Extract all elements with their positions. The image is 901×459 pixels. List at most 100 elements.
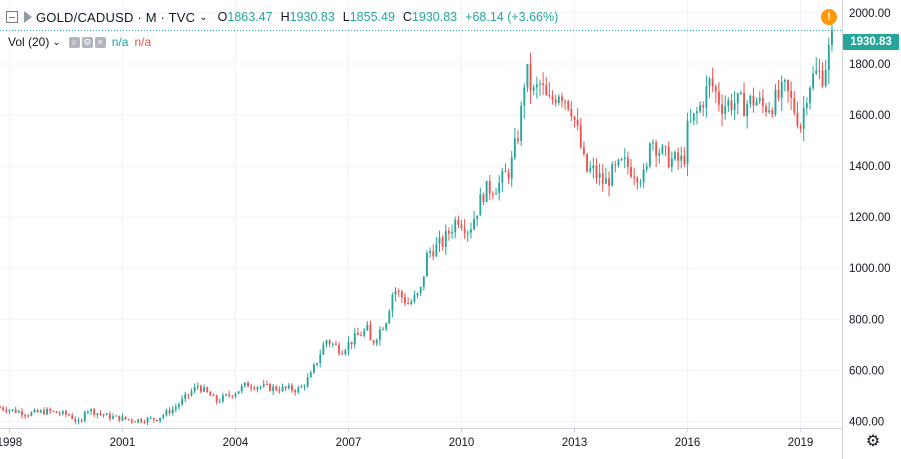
candle-body-145 bbox=[454, 219, 457, 233]
candle-body-0 bbox=[0, 407, 1, 409]
candle-body-151 bbox=[473, 218, 475, 230]
candle-body-238 bbox=[746, 104, 749, 117]
candle-body-176 bbox=[551, 96, 554, 100]
candle-body-114 bbox=[356, 333, 359, 336]
candle-body-71 bbox=[221, 395, 224, 402]
candle-body-169 bbox=[529, 64, 532, 91]
candle-body-204 bbox=[639, 182, 642, 184]
x-tick-label-4: 2010 bbox=[449, 437, 475, 449]
candle-body-74 bbox=[231, 395, 234, 397]
candle-body-5 bbox=[14, 409, 17, 413]
candle-body-59 bbox=[184, 394, 187, 399]
candle-body-218 bbox=[683, 155, 686, 165]
symbol-flag-icon bbox=[24, 11, 32, 23]
candle-body-245 bbox=[768, 110, 771, 113]
candle-body-264 bbox=[827, 44, 830, 71]
candle-body-143 bbox=[447, 230, 450, 234]
candle-body-194 bbox=[608, 178, 610, 186]
candle-body-150 bbox=[469, 229, 472, 233]
x-tick-label-0: 1998 bbox=[0, 437, 22, 449]
candle-body-225 bbox=[705, 86, 708, 108]
candle-body-119 bbox=[372, 340, 375, 344]
candle-body-109 bbox=[341, 353, 344, 355]
x-tick-label-2: 2004 bbox=[223, 437, 249, 449]
candle-body-13 bbox=[39, 410, 42, 413]
candle-body-9 bbox=[27, 415, 30, 417]
low-label: L bbox=[342, 10, 350, 24]
candle-body-260 bbox=[815, 70, 818, 74]
candle-body-196 bbox=[614, 164, 617, 166]
close-value: 1930.83 bbox=[411, 10, 458, 24]
candle-body-19 bbox=[58, 413, 61, 415]
candle-body-81 bbox=[253, 387, 256, 390]
x-tick-label-5: 2013 bbox=[562, 437, 588, 449]
candle-body-199 bbox=[623, 157, 626, 160]
candle-body-171 bbox=[535, 84, 538, 88]
open-label: O bbox=[217, 10, 228, 24]
candle-body-224 bbox=[702, 105, 705, 108]
candle-body-15 bbox=[46, 408, 49, 415]
candle-body-207 bbox=[648, 143, 651, 167]
close-icon[interactable]: × bbox=[94, 36, 106, 48]
warning-icon[interactable]: ! bbox=[821, 9, 837, 25]
y-tick-label-2: 1600.00 bbox=[849, 110, 891, 122]
candle-body-221 bbox=[692, 113, 695, 121]
last-price-label: 1930.83 bbox=[843, 34, 899, 50]
candle-body-39 bbox=[121, 416, 124, 421]
candle-body-259 bbox=[812, 73, 815, 88]
candle-body-128 bbox=[400, 291, 403, 298]
volume-label[interactable]: Vol (20) bbox=[8, 35, 50, 49]
candle-body-65 bbox=[203, 387, 206, 392]
settings-icon[interactable]: ⚙ bbox=[81, 36, 93, 48]
candle-body-185 bbox=[579, 125, 582, 148]
symbol-title[interactable]: GOLD/CADUSD · M · TVC bbox=[36, 9, 196, 25]
candle-body-18 bbox=[55, 411, 58, 414]
candle-body-61 bbox=[190, 391, 193, 396]
candle-body-156 bbox=[488, 180, 491, 194]
candle-body-112 bbox=[350, 341, 353, 345]
candle-body-99 bbox=[309, 372, 312, 378]
candle-body-239 bbox=[749, 95, 752, 105]
candle-body-227 bbox=[711, 78, 714, 87]
candle-body-181 bbox=[567, 100, 570, 109]
candle-body-212 bbox=[664, 146, 667, 148]
eye-icon[interactable]: ○ bbox=[68, 36, 80, 48]
candle-body-14 bbox=[43, 410, 45, 415]
y-tick-label-1: 1800.00 bbox=[849, 59, 891, 71]
chevron-down-icon[interactable]: ⌄ bbox=[199, 11, 208, 23]
candle-body-197 bbox=[617, 159, 620, 166]
volume-chevron-down-icon[interactable]: ⌄ bbox=[52, 36, 61, 48]
candle-body-58 bbox=[181, 398, 184, 405]
candle-body-248 bbox=[777, 89, 780, 98]
candle-body-137 bbox=[429, 251, 432, 253]
candle-body-50 bbox=[156, 419, 158, 421]
candle-body-235 bbox=[736, 93, 739, 104]
collapse-icon[interactable] bbox=[6, 11, 18, 23]
candle-body-103 bbox=[322, 344, 325, 355]
candle-body-139 bbox=[435, 243, 438, 257]
x-tick-label-1: 2001 bbox=[110, 437, 136, 449]
candle-body-208 bbox=[652, 142, 654, 144]
x-tick-label-6: 2016 bbox=[675, 437, 701, 449]
candle-body-177 bbox=[554, 99, 557, 103]
candle-body-111 bbox=[347, 341, 350, 351]
candle-body-246 bbox=[771, 110, 774, 115]
candle-body-133 bbox=[416, 293, 419, 296]
candle-body-170 bbox=[532, 87, 535, 91]
close-label: C bbox=[402, 10, 412, 24]
candle-body-91 bbox=[284, 386, 287, 389]
candle-body-230 bbox=[721, 104, 724, 114]
candle-body-191 bbox=[598, 173, 601, 178]
candle-body-254 bbox=[796, 112, 799, 126]
candle-body-90 bbox=[281, 386, 284, 392]
candle-body-252 bbox=[790, 90, 793, 98]
candle-body-83 bbox=[259, 386, 262, 388]
candle-body-187 bbox=[586, 153, 589, 172]
gear-icon[interactable]: ⚙ bbox=[865, 433, 881, 450]
candle-body-49 bbox=[152, 417, 155, 420]
x-tick-label-3: 2007 bbox=[336, 437, 362, 449]
high-value: 1930.83 bbox=[289, 10, 335, 24]
candle-body-242 bbox=[758, 97, 761, 102]
candle-body-180 bbox=[564, 100, 567, 102]
